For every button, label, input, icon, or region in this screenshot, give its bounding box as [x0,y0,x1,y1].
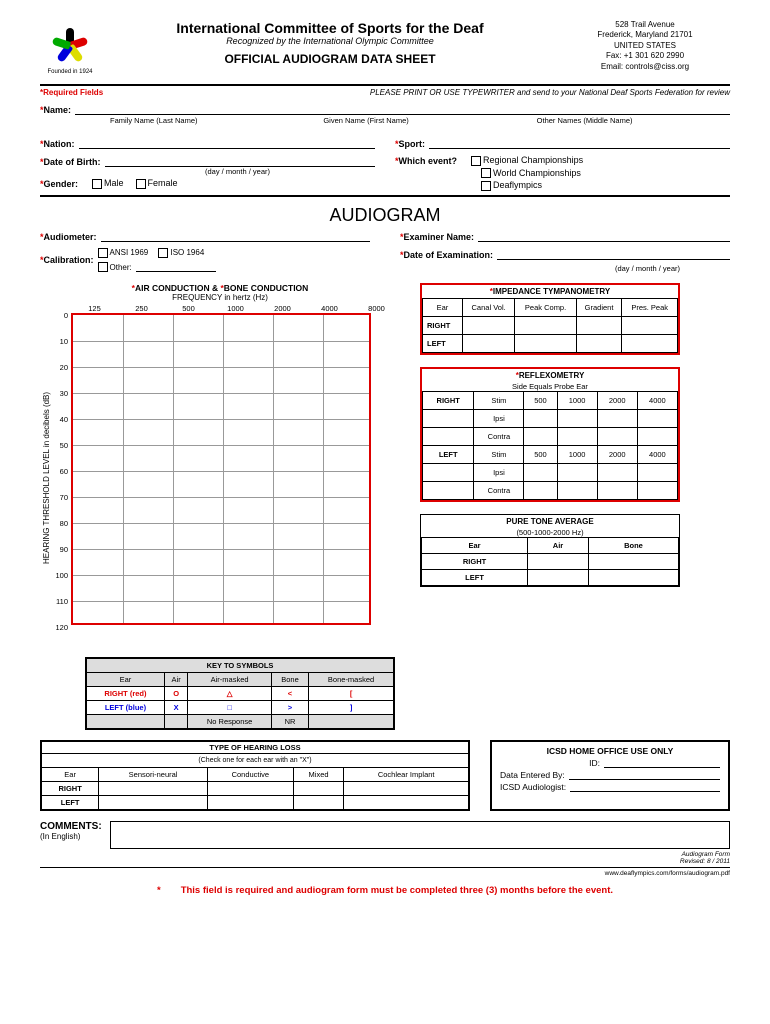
deaflympics-checkbox[interactable] [481,181,491,191]
instruction: PLEASE PRINT OR USE TYPEWRITER and send … [370,88,730,97]
office-entered-input[interactable] [569,770,720,780]
ansi-checkbox[interactable] [98,248,108,258]
reflex-table: *REFLEXOMETRY Side Equals Probe Ear RIGH… [420,367,680,502]
other-label: Other: [110,263,132,272]
audiogram-heading: AUDIOGRAM [40,205,730,226]
name-sublabels: Family Name (Last Name) Given Name (Firs… [40,116,730,125]
y-axis-label: HEARING THRESHOLD LEVEL in decibels (dB) [40,304,51,651]
given-label: Given Name (First Name) [303,116,516,125]
key-title: KEY TO SYMBOLS [87,658,394,672]
key-table: KEY TO SYMBOLS Ear Air Air-masked Bone B… [85,657,395,730]
comments-block: COMMENTS: (In English) [40,821,730,849]
header: Founded in 1924 International Committee … [40,20,730,80]
dob-input[interactable] [105,155,375,167]
nation-label: Nation: [44,139,75,149]
other-label: Other Names (Middle Name) [517,116,730,125]
bone-title: BONE CONDUCTION [224,283,309,293]
date-exam-format: (day / month / year) [400,264,730,273]
freq-labels: 1252505001000200040008000 [71,304,400,313]
chart-subtitle: FREQUENCY in hertz (Hz) [40,293,400,302]
ansi-label: ANSI 1969 [110,248,149,257]
contact-l1: 528 Trail Avenue [560,20,730,30]
founded-text: Founded in 1924 [47,69,92,75]
other-checkbox[interactable] [98,262,108,272]
date-exam-label: Date of Examination: [404,250,494,260]
iso-checkbox[interactable] [158,248,168,258]
contact-l4: Fax: +1 301 620 2990 [560,51,730,61]
contact-block: 528 Trail Avenue Frederick, Maryland 217… [560,20,730,72]
warning-text: This field is required and audiogram for… [181,885,613,896]
male-label: Male [104,178,124,188]
required-row: Required Fields PLEASE PRINT OR USE TYPE… [40,88,730,97]
title-block: International Committee of Sports for th… [112,20,548,66]
chart-block: *AIR CONDUCTION & *BONE CONDUCTION FREQU… [40,283,400,730]
comments-input[interactable] [110,821,730,849]
subtitle: Recognized by the International Olympic … [122,36,538,46]
name-row: *Name: [40,103,730,115]
office-audiologist-input[interactable] [570,782,720,792]
impedance-table: *IMPEDANCE TYMPANOMETRY Ear Canal Vol. P… [420,283,680,355]
examiner-input[interactable] [478,230,730,242]
which-event-label: Which event? [399,156,458,166]
required-label: Required Fields [40,88,103,97]
db-labels: 0102030405060708090100110120 [51,313,71,651]
contact-l2: Frederick, Maryland 21701 [560,30,730,40]
comments-sub: (In English) [40,832,102,841]
office-box: ICSD HOME OFFICE USE ONLY ID: Data Enter… [490,740,730,811]
office-id-input[interactable] [604,758,720,768]
air-title: AIR CONDUCTION [135,283,210,293]
dob-label: Date of Birth: [44,157,101,167]
name-input[interactable] [75,103,730,115]
footer-url: www.deaflympics.com/forms/audiogram.pdf [40,870,730,877]
female-label: Female [148,178,178,188]
contact-l3: UNITED STATES [560,41,730,51]
audiogram-grid[interactable] [71,313,371,625]
iso-label: ISO 1964 [170,248,204,257]
regional-checkbox[interactable] [471,156,481,166]
comments-label: COMMENTS: [40,821,102,832]
pta-table: PURE TONE AVERAGE (500-1000-2000 Hz) Ear… [420,514,680,587]
gender-label: Gender: [44,179,79,189]
logo: Founded in 1924 [40,20,100,80]
nation-input[interactable] [79,137,375,149]
contact-l5: Email: controls@ciss.org [560,62,730,72]
audiometer-label: Audiometer: [44,232,97,242]
female-checkbox[interactable] [136,179,146,189]
audiometer-input[interactable] [101,230,370,242]
logo-icon [49,25,91,67]
sheet-title: OFFICIAL AUDIOGRAM DATA SHEET [122,52,538,66]
world-label: World Championships [493,168,581,178]
sport-input[interactable] [429,137,730,149]
calibration-label: Calibration: [44,255,94,265]
type-loss-table: TYPE OF HEARING LOSS (Check one for each… [40,740,470,811]
deaflympics-label: Deaflympics [493,180,542,190]
family-label: Family Name (Last Name) [40,116,303,125]
regional-label: Regional Championships [483,155,583,165]
name-label: Name: [44,105,72,115]
date-exam-input[interactable] [497,248,730,260]
main-title: International Committee of Sports for th… [122,20,538,36]
dob-format: (day / month / year) [40,167,375,176]
male-checkbox[interactable] [92,179,102,189]
world-checkbox[interactable] [481,168,491,178]
sport-label: Sport: [399,139,426,149]
other-input[interactable] [136,260,216,272]
examiner-label: Examiner Name: [404,232,475,242]
